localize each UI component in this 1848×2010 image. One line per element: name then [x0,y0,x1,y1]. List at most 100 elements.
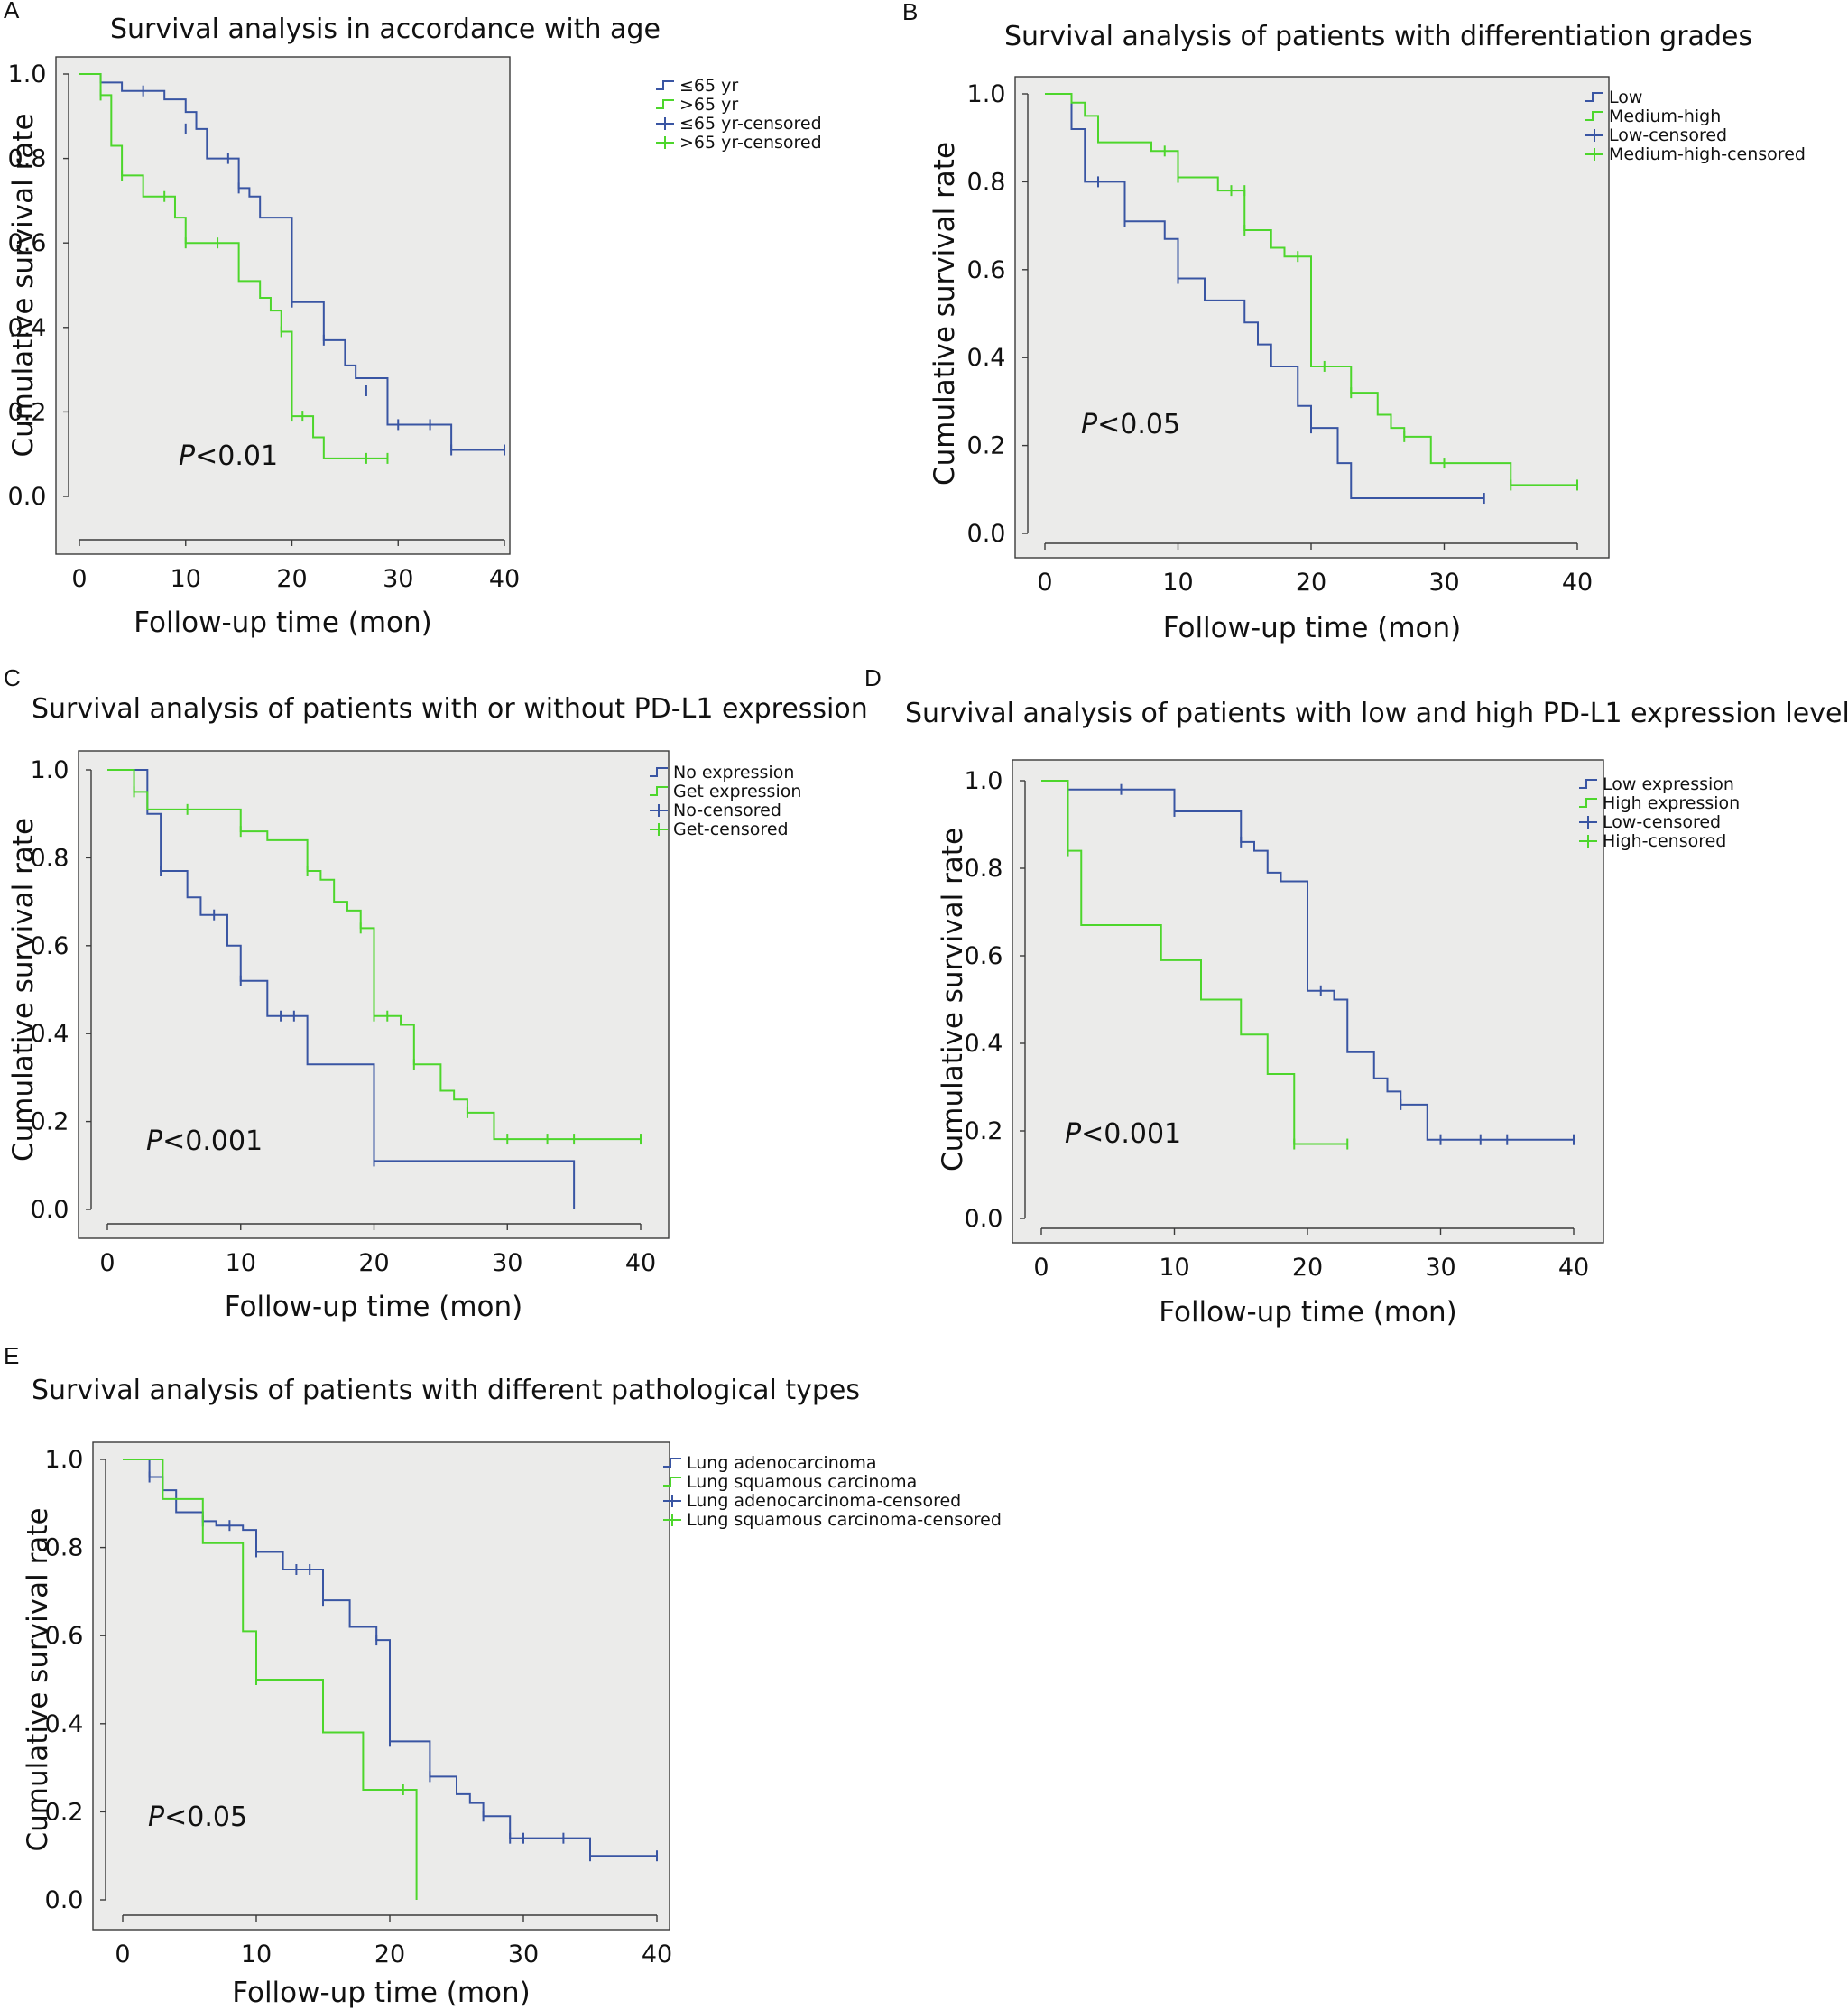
legend-entry: High expression [1603,793,1740,813]
x-tick-label: 10 [1162,569,1193,597]
legend-entry: High-censored [1603,831,1726,851]
legend-entry: Get-censored [673,820,789,839]
y-tick-label: 0.2 [8,398,47,426]
chart-panel-e: E Survival analysis of patients with diff… [4,1342,1002,2009]
y-tick-label: 0.0 [31,1196,69,1224]
x-tick-label: 0 [99,1249,115,1277]
y-tick-label: 0.0 [8,483,47,511]
y-tick-label: 0.4 [45,1710,84,1738]
panel-label: E [4,1342,19,1369]
y-tick-label: 1.0 [45,1446,84,1474]
legend-entry: Lung adenocarcinoma-censored [687,1491,961,1511]
x-axis-title: Follow-up time (mon) [225,1291,523,1323]
x-tick-label: 10 [171,565,201,593]
chart-panel-d: D Survival analysis of patients with low … [864,664,1848,1329]
legend-entry: Low [1609,88,1642,107]
y-tick-label: 1.0 [8,60,47,88]
chart-title: Survival analysis of patients with diffe… [1004,21,1752,52]
x-axis-title: Follow-up time (mon) [134,607,432,639]
y-tick-label: 0.4 [8,314,47,342]
legend-entry: Lung squamous carcinoma [687,1472,917,1492]
legend-entry: Low-censored [1609,125,1727,145]
chart-panel-b: B Survival analysis of patients with diff… [902,0,1806,644]
y-axis-title: Cumulative survival rate [7,113,40,457]
survival-curve-2 [107,769,641,1141]
x-tick-label: 40 [625,1249,656,1277]
y-axis-title: Cumulative survival rate [22,1507,54,1851]
survival-curve-2 [123,1459,418,1900]
legend-entry: No expression [673,763,794,783]
plot-area [92,1441,670,1931]
y-tick-label: 0.0 [967,520,1006,548]
legend-entry: Medium-high [1609,107,1721,126]
x-axis-title: Follow-up time (mon) [232,1977,531,2009]
x-axis-title: Follow-up time (mon) [1159,1296,1457,1329]
survival-curve-1 [107,769,576,1209]
x-tick-label: 10 [226,1249,256,1277]
y-tick-label: 0.0 [45,1886,84,1914]
legend-swatch-step [1579,798,1597,808]
y-tick-label: 0.4 [967,344,1006,372]
legend-swatch-step [656,80,674,90]
y-tick-label: 0.8 [31,844,69,872]
legend-entry: >65 yr-censored [679,133,822,153]
survival-curve-1 [1045,93,1484,500]
legend-swatch-step [1579,779,1597,789]
chart-panel-a: A Survival analysis in accordance with ag… [4,0,822,639]
legend-swatch-step [1585,111,1603,121]
p-value-rest: <0.01 [195,440,278,472]
legend-entry: Lung adenocarcinoma [687,1453,877,1473]
p-value: P<0.05 [148,1802,247,1833]
x-tick-label: 10 [1159,1254,1189,1282]
survival-curve-1 [1041,780,1574,1141]
survival-curve-1 [79,73,504,451]
x-tick-label: 20 [1296,569,1326,597]
chart-title: Survival analysis of patients with or wi… [32,693,868,725]
y-tick-label: 0.2 [965,1117,1003,1145]
x-tick-label: 40 [1562,569,1593,597]
legend-entry: Low expression [1603,774,1734,794]
p-value: P<0.01 [179,440,278,472]
chart-panel-c: C Survival analysis of patients with or w… [4,664,868,1323]
legend-entry: ≤65 yr [679,76,738,96]
p-value-symbol: P [1065,1118,1082,1150]
x-tick-label: 20 [374,1941,405,1968]
y-tick-label: 0.8 [8,145,47,173]
legend-swatch-step [663,1477,681,1487]
y-tick-label: 1.0 [31,756,69,784]
p-value-symbol: P [179,440,196,472]
legend-swatch-step [650,767,668,777]
x-tick-label: 40 [1558,1254,1589,1282]
x-tick-label: 20 [1292,1254,1323,1282]
legend-swatch-step [656,99,674,109]
x-tick-label: 10 [241,1941,272,1968]
p-value-symbol: P [1081,409,1098,440]
y-tick-label: 0.4 [31,1020,69,1048]
p-value-rest: <0.001 [162,1125,263,1157]
legend-entry: >65 yr [679,95,738,115]
p-value-rest: <0.001 [1081,1118,1181,1150]
p-value-rest: <0.05 [1097,409,1180,440]
y-tick-label: 0.6 [8,229,47,257]
legend-swatch-step [1585,92,1603,102]
plot-area [55,56,511,555]
y-tick-label: 0.6 [967,256,1006,284]
x-tick-label: 0 [1033,1254,1049,1282]
p-value: P<0.05 [1081,409,1180,440]
x-tick-label: 20 [358,1249,389,1277]
y-tick-label: 0.4 [965,1030,1003,1058]
x-tick-label: 30 [1428,569,1459,597]
legend-entry: Get expression [673,782,801,801]
chart-title: Survival analysis of patients with low a… [905,698,1848,729]
chart-title: Survival analysis of patients with diffe… [32,1375,860,1406]
p-value-symbol: P [148,1802,165,1833]
legend-entry: No-censored [673,801,781,820]
x-tick-label: 30 [508,1941,539,1968]
legend-entry: ≤65 yr-censored [679,114,822,134]
y-tick-label: 1.0 [965,767,1003,795]
x-tick-label: 30 [383,565,413,593]
p-value: P<0.001 [1065,1118,1181,1150]
panel-label: D [864,664,882,691]
y-tick-label: 0.8 [967,168,1006,196]
